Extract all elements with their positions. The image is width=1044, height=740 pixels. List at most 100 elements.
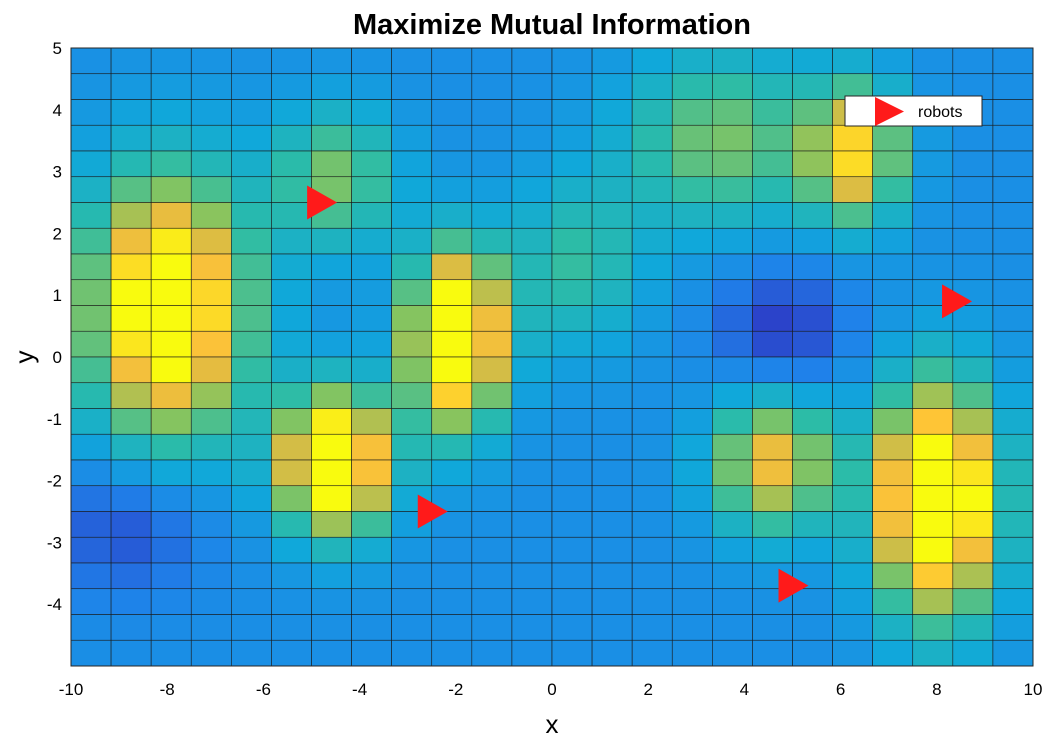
heatmap-cell (231, 47, 272, 75)
heatmap-cell (391, 176, 433, 203)
heatmap-cell (271, 614, 312, 641)
x-tick-label: 0 (547, 680, 556, 699)
heatmap-cell (511, 511, 553, 538)
heatmap-cell (70, 124, 112, 152)
heatmap-cell (631, 227, 673, 255)
heatmap-cell (190, 202, 232, 229)
heatmap-cell (70, 150, 112, 178)
heatmap-cell (591, 176, 633, 203)
legend-label: robots (918, 104, 962, 121)
heatmap-cell (391, 99, 433, 126)
heatmap-cell (150, 202, 192, 229)
heatmap-cell (631, 279, 673, 306)
x-tick-label: -8 (160, 680, 175, 699)
x-tick-label: 2 (643, 680, 652, 699)
heatmap-cell (150, 330, 192, 358)
heatmap-cell (591, 202, 633, 229)
heatmap-cell (110, 124, 152, 152)
heatmap-cell (231, 614, 272, 641)
heatmap-cell (271, 330, 312, 358)
heatmap-cell (231, 99, 272, 126)
heatmap-cell (471, 588, 513, 615)
heatmap-cell (912, 47, 954, 75)
heatmap-cell (351, 99, 392, 126)
heatmap-cell (471, 47, 513, 75)
heatmap-cell (231, 562, 272, 590)
y-axis-ticks: 5 4 3 2 1 0 -1 -2 -3 -4 (47, 39, 62, 614)
heatmap-cell (311, 485, 352, 512)
y-tick-label: 1 (53, 286, 62, 305)
heatmap-cell (952, 227, 994, 255)
heatmap-cell (110, 73, 152, 100)
heatmap-cell (271, 588, 312, 615)
heatmap-cell (391, 536, 433, 564)
heatmap-cell (471, 408, 513, 435)
heatmap-cell (110, 614, 152, 641)
heatmap-cell (271, 511, 312, 538)
heatmap-cell (872, 356, 914, 384)
heatmap-cell (952, 150, 994, 178)
heatmap-cell (792, 47, 833, 75)
heatmap-cell (471, 511, 513, 538)
heatmap-cell (992, 279, 1034, 306)
heatmap-cell (271, 227, 312, 255)
heatmap-cell (992, 433, 1034, 461)
heatmap-cell (912, 639, 954, 667)
heatmap-cell (70, 639, 112, 667)
heatmap-cell (992, 511, 1034, 538)
heatmap-cell (311, 150, 352, 178)
heatmap-cell (872, 485, 914, 512)
y-tick-label: -2 (47, 472, 62, 491)
heatmap-cell (792, 99, 833, 126)
heatmap-cell (671, 150, 713, 178)
heatmap-cell (671, 330, 713, 358)
heatmap-cell (952, 408, 994, 435)
heatmap-cell (311, 433, 352, 461)
heatmap-cell (872, 176, 914, 203)
heatmap-cell (271, 150, 312, 178)
heatmap-cell (631, 614, 673, 641)
heatmap-cell (471, 202, 513, 229)
heatmap-cell (431, 202, 473, 229)
heatmap-cell (511, 356, 553, 384)
heatmap-cell (311, 536, 352, 564)
heatmap-cell (471, 356, 513, 384)
heatmap-cell (431, 356, 473, 384)
heatmap-cell (952, 485, 994, 512)
heatmap-cell (190, 330, 232, 358)
heatmap-cell (872, 433, 914, 461)
heatmap-cell (752, 485, 793, 512)
heatmap-cell (551, 614, 593, 641)
heatmap-cell (70, 176, 112, 203)
heatmap-cell (311, 305, 352, 332)
heatmap-cell (351, 408, 392, 435)
heatmap-cell (231, 382, 272, 409)
heatmap-cell (752, 433, 793, 461)
heatmap-cell (671, 279, 713, 306)
heatmap-cell (631, 150, 673, 178)
heatmap-cell (311, 73, 352, 100)
heatmap-cell (150, 511, 192, 538)
heatmap-cell (832, 176, 873, 203)
y-tick-label: 5 (53, 39, 62, 58)
heatmap-cell (190, 73, 232, 100)
heatmap-cell (70, 382, 112, 409)
heatmap-cell (792, 639, 833, 667)
heatmap-cell (631, 47, 673, 75)
heatmap-cell (792, 614, 833, 641)
heatmap-cell (190, 614, 232, 641)
x-tick-label: 10 (1024, 680, 1043, 699)
heatmap-cell (671, 485, 713, 512)
heatmap-cell (271, 433, 312, 461)
heatmap-cell (712, 485, 753, 512)
heatmap-cell (271, 73, 312, 100)
heatmap-cell (150, 485, 192, 512)
heatmap-cell (351, 202, 392, 229)
heatmap-cell (591, 356, 633, 384)
heatmap-cell (712, 433, 753, 461)
heatmap-cell (872, 150, 914, 178)
heatmap-cell (511, 639, 553, 667)
heatmap-cell (70, 47, 112, 75)
heatmap-cell (671, 639, 713, 667)
heatmap-cell (431, 305, 473, 332)
